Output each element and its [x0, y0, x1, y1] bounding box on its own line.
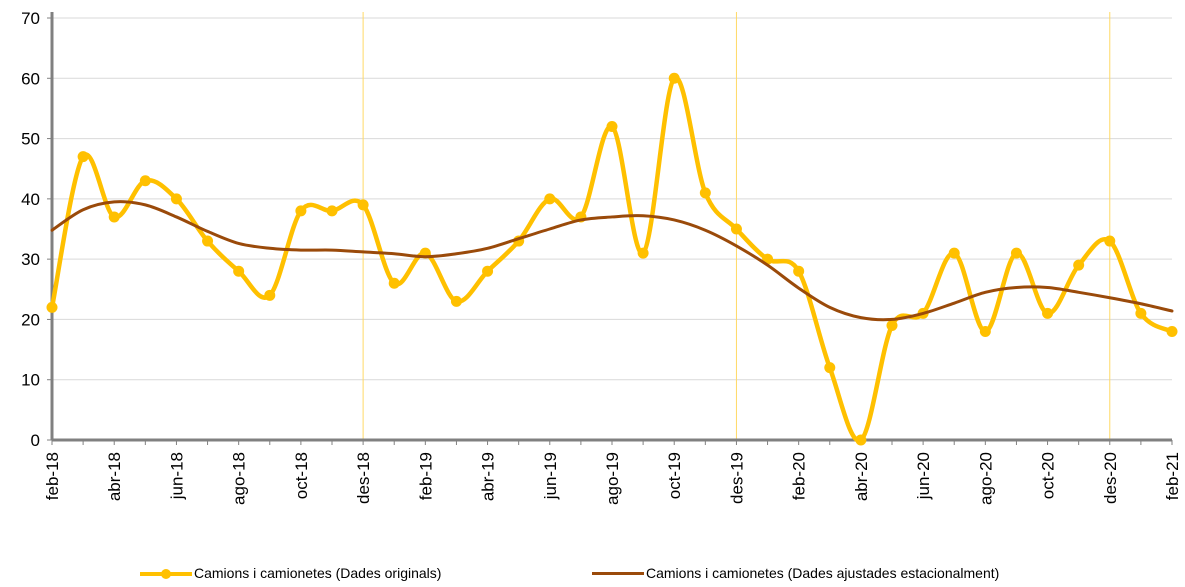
data-point — [295, 205, 307, 217]
data-point — [793, 265, 805, 277]
data-point — [1166, 325, 1178, 337]
data-point — [450, 295, 462, 307]
data-point — [606, 121, 618, 133]
y-tick-label: 40 — [21, 190, 40, 209]
x-tick-label: jun-19 — [541, 452, 560, 500]
data-point — [979, 325, 991, 337]
legend-item-adjusted: Camions i camionetes (Dades ajustades es… — [592, 565, 999, 581]
data-point — [637, 247, 649, 259]
x-tick-label: oct-19 — [665, 452, 684, 499]
legend-swatch-original — [140, 568, 192, 579]
y-tick-label: 70 — [21, 9, 40, 28]
axes — [47, 12, 1173, 445]
x-tick-label: jun-20 — [914, 452, 933, 500]
data-point — [730, 223, 742, 235]
data-point — [1042, 307, 1054, 319]
data-point — [1010, 247, 1022, 259]
x-tick-label: feb-20 — [790, 452, 809, 500]
x-tick-label: des-20 — [1101, 452, 1120, 504]
data-point — [544, 193, 556, 205]
data-point — [1104, 235, 1116, 247]
gridlines — [52, 17, 1172, 381]
x-tick-label: des-19 — [727, 452, 746, 504]
x-tick-label: jun-18 — [167, 452, 186, 500]
data-point — [202, 235, 214, 247]
y-tick-label: 20 — [21, 310, 40, 329]
legend-swatch-adjusted — [592, 568, 644, 578]
data-point — [357, 199, 369, 211]
x-tick-label: des-18 — [354, 452, 373, 504]
data-point — [46, 301, 58, 313]
data-point — [948, 247, 960, 259]
x-tick-label: oct-20 — [1039, 452, 1058, 499]
x-tick-label: ago-18 — [230, 452, 249, 505]
x-axis-tick-labels: feb-18 abr-18 jun-18 ago-18 oct-18 des-18 feb-… — [43, 452, 1182, 505]
series-group — [46, 72, 1178, 446]
data-point — [824, 362, 836, 374]
legend-label-original: Camions i camionetes (Dades originals) — [194, 565, 442, 581]
y-tick-label: 50 — [21, 130, 40, 149]
data-point — [139, 175, 151, 187]
data-point — [264, 289, 276, 301]
y-tick-label: 60 — [21, 69, 40, 88]
data-point — [326, 205, 338, 217]
legend-label-adjusted: Camions i camionetes (Dades ajustades es… — [646, 565, 1000, 581]
data-point — [1073, 259, 1085, 271]
x-tick-label: feb-21 — [1163, 452, 1182, 500]
x-tick-label: abr-19 — [479, 452, 498, 501]
legend: Camions i camionetes (Dades originals) C… — [0, 562, 1185, 584]
x-tick-label: ago-20 — [976, 452, 995, 505]
data-point — [1135, 307, 1147, 319]
y-tick-label: 0 — [31, 431, 40, 450]
x-tick-label: abr-18 — [105, 452, 124, 501]
data-point — [77, 151, 89, 163]
data-point — [855, 434, 867, 446]
x-tick-label: feb-19 — [416, 452, 435, 500]
data-point — [699, 187, 711, 199]
x-tick-label: oct-18 — [292, 452, 311, 499]
x-tick-label: feb-18 — [43, 452, 62, 500]
data-point — [886, 319, 898, 331]
data-point — [668, 72, 680, 84]
series-line-adjusted — [50, 200, 1174, 322]
line-chart: 0 10 20 30 40 50 60 70 feb-18 abr-18 jun-18 ago-18… — [21, 9, 1182, 505]
data-point — [388, 277, 400, 289]
y-tick-label: 30 — [21, 250, 40, 269]
x-tick-label: ago-19 — [603, 452, 622, 505]
legend-item-original: Camions i camionetes (Dades originals) — [140, 565, 441, 581]
y-axis-tick-labels: 0 10 20 30 40 50 60 70 — [21, 9, 40, 450]
data-point — [482, 265, 494, 277]
data-point — [170, 193, 182, 205]
data-point — [108, 211, 120, 223]
data-point — [233, 265, 245, 277]
y-tick-label: 10 — [21, 371, 40, 390]
x-tick-label: abr-20 — [852, 452, 871, 501]
